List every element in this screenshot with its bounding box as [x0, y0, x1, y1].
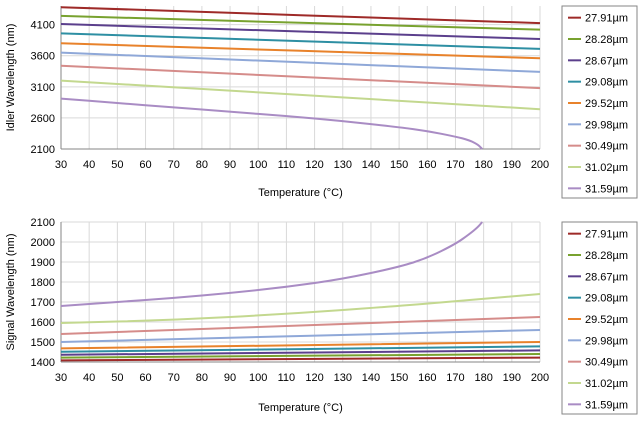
- chart-1: 30 40 50 60 70 80 90 100 110 120 130 140 150 160 170 18…: [5, 5, 638, 199]
- series-line-29.08µm: [60, 32, 541, 50]
- x-tick-label: 40: [83, 372, 95, 384]
- legend-entry: 28.67µm: [585, 55, 628, 67]
- x-tick-label: 70: [168, 372, 180, 384]
- legend-entry: 30.49µm: [585, 141, 628, 153]
- legend-entry: 29.52µm: [585, 98, 628, 110]
- x-tick-label: 110: [278, 159, 296, 171]
- x-tick-label: 160: [418, 159, 436, 171]
- x-tick-label: 170: [446, 372, 464, 384]
- legend-entry: 28.67µm: [585, 271, 628, 283]
- series-line-29.98µm: [60, 51, 541, 73]
- x-tick-label: 170: [446, 159, 464, 171]
- legend-entry: 28.28µm: [585, 250, 628, 262]
- y-tick-label: 3600: [31, 51, 55, 63]
- x-tick-label: 90: [224, 372, 236, 384]
- y-tick-label: 2600: [31, 113, 55, 125]
- series-line-29.98µm: [60, 329, 541, 343]
- x-tick-label: 200: [531, 159, 549, 171]
- x-tick-label: 70: [168, 159, 180, 171]
- legend-entry: 28.28µm: [585, 34, 628, 46]
- x-tick-label: 190: [503, 159, 521, 171]
- series-line-27.91µm: [60, 6, 541, 25]
- series-line-31.59µm: [60, 221, 483, 307]
- legend-entry: 27.91µm: [585, 229, 628, 241]
- series-line-31.59µm: [60, 97, 483, 150]
- x-tick-label: 140: [362, 159, 380, 171]
- y-tick-label: 1500: [31, 337, 55, 349]
- x-tick-label: 120: [305, 159, 323, 171]
- legend-entry: 31.02µm: [585, 162, 628, 174]
- x-tick-label: 190: [503, 372, 521, 384]
- y-tick-label: 1600: [31, 317, 55, 329]
- legend-entry: 29.98µm: [585, 119, 628, 131]
- x-tick-label: 80: [196, 159, 208, 171]
- x-tick-label: 80: [196, 372, 208, 384]
- legend-entry: 29.98µm: [585, 335, 628, 347]
- x-tick-label: 150: [390, 159, 408, 171]
- x-tick-label: 60: [139, 159, 151, 171]
- y-tick-label: 1900: [31, 257, 55, 269]
- series-line-30.49µm: [60, 316, 541, 335]
- y-tick-label: 2100: [31, 144, 55, 156]
- series-line-28.67µm: [60, 23, 541, 40]
- y-tick-label: 1800: [31, 277, 55, 289]
- x-tick-label: 140: [362, 372, 380, 384]
- y-tick-label: 2000: [31, 237, 55, 249]
- legend-entry: 29.08µm: [585, 293, 628, 305]
- x-tick-label: 110: [278, 372, 296, 384]
- legend-entry: 27.91µm: [585, 13, 628, 25]
- x-tick-label: 120: [305, 372, 323, 384]
- x-tick-label: 50: [111, 159, 123, 171]
- y-tick-label: 2100: [31, 217, 55, 229]
- x-tick-label: 60: [139, 372, 151, 384]
- x-tick-label: 160: [418, 372, 436, 384]
- y-axis-title: Idler Wavelength (nm): [5, 24, 17, 132]
- y-tick-label: 1400: [31, 357, 55, 369]
- y-axis-title: Signal Wavelength (nm): [5, 234, 17, 351]
- x-tick-label: 100: [249, 372, 267, 384]
- series-line-29.08µm: [60, 345, 541, 353]
- chart-2: 30 40 50 60 70 80 90 100 110 120 130 140 150 160 170 18…: [5, 217, 638, 415]
- x-tick-label: 200: [531, 372, 549, 384]
- series-line-31.02µm: [60, 79, 541, 111]
- legend: 27.91µm 28.28µm 28.67µm 29.08µm 29.52µm 29.98…: [561, 221, 638, 415]
- x-tick-label: 180: [474, 372, 492, 384]
- legend-entry: 31.59µm: [585, 399, 628, 411]
- x-tick-label: 30: [55, 372, 67, 384]
- series-line-29.52µm: [60, 42, 541, 60]
- series-line-29.52µm: [60, 341, 541, 350]
- series-line-28.28µm: [60, 14, 541, 31]
- x-tick-label: 100: [249, 159, 267, 171]
- series-line-31.02µm: [60, 293, 541, 324]
- legend-entry: 29.52µm: [585, 314, 628, 326]
- legend-entry: 31.02µm: [585, 378, 628, 390]
- y-tick-label: 1700: [31, 297, 55, 309]
- y-tick-label: 3100: [31, 82, 55, 94]
- x-axis-title: Temperature (°C): [258, 402, 342, 414]
- legend-entry: 30.49µm: [585, 357, 628, 369]
- series-line-30.49µm: [60, 64, 541, 90]
- x-tick-label: 40: [83, 159, 95, 171]
- series-line-28.28µm: [60, 353, 541, 359]
- x-tick-label: 130: [334, 372, 352, 384]
- x-tick-label: 180: [474, 159, 492, 171]
- x-tick-label: 50: [111, 372, 123, 384]
- x-tick-label: 130: [334, 159, 352, 171]
- legend-entry: 31.59µm: [585, 183, 628, 195]
- x-axis-title: Temperature (°C): [258, 187, 342, 199]
- legend: 27.91µm 28.28µm 28.67µm 29.08µm 29.52µm 29.98…: [561, 5, 638, 199]
- series-line-28.67µm: [60, 349, 541, 356]
- legend-entry: 29.08µm: [585, 77, 628, 89]
- series-line-27.91µm: [60, 356, 541, 362]
- x-tick-label: 90: [224, 159, 236, 171]
- y-tick-label: 4100: [31, 20, 55, 32]
- x-tick-label: 150: [390, 372, 408, 384]
- x-tick-label: 30: [55, 159, 67, 171]
